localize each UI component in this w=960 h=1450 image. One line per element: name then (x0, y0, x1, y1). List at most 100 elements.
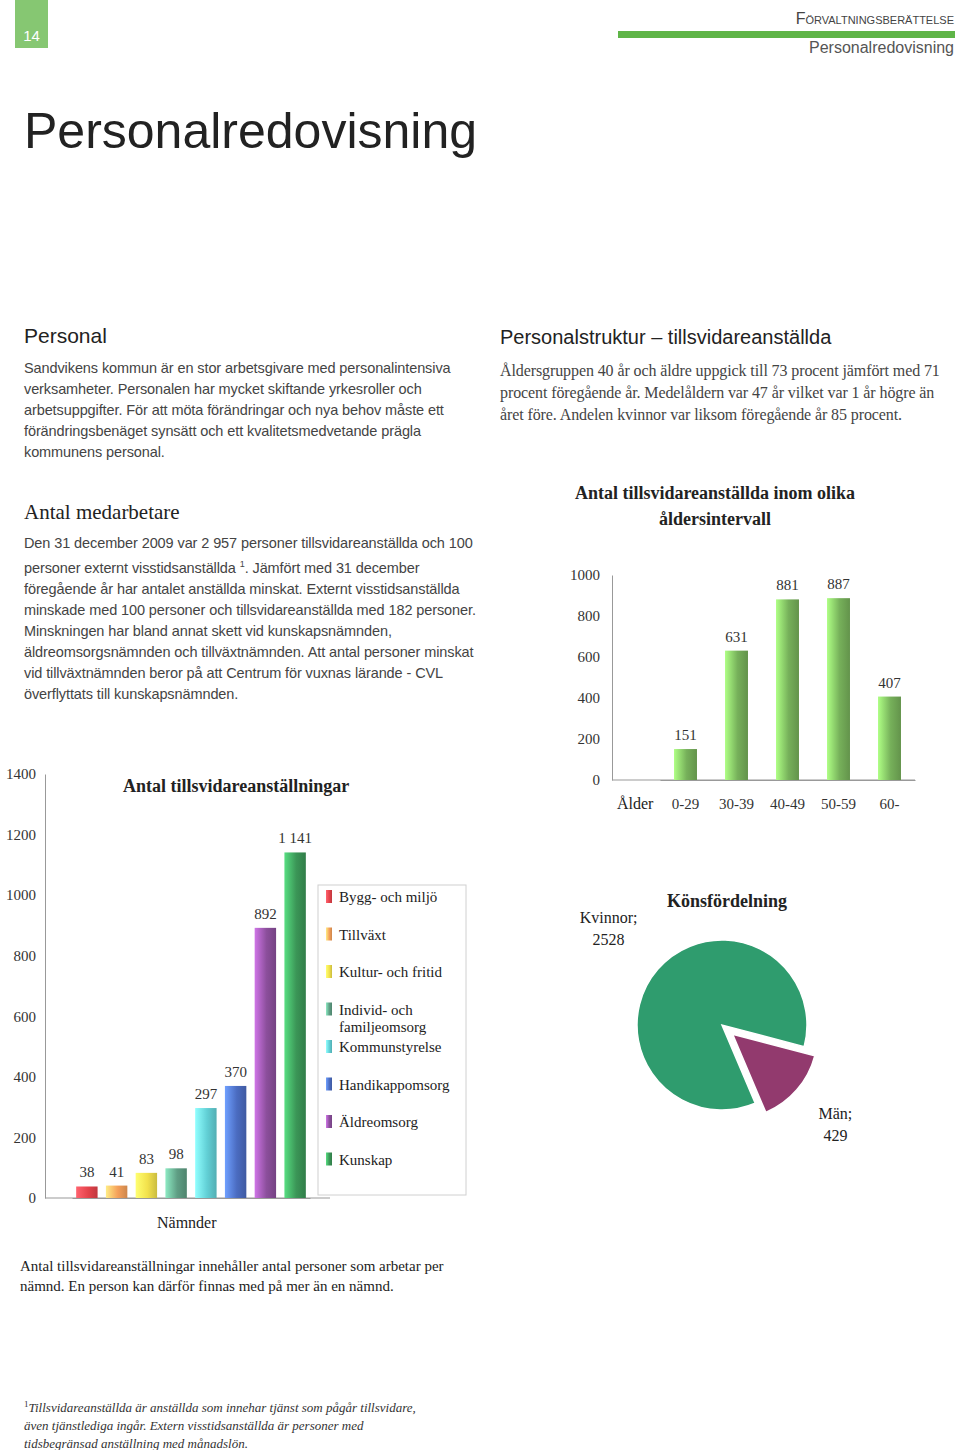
x-axis-label: Nämnder (157, 1214, 217, 1231)
legend-swatch (326, 1115, 332, 1128)
text-line: Antal tillsvidareanställningar (123, 776, 349, 796)
tick-label: 600 (578, 649, 601, 665)
axis-line (612, 576, 613, 781)
chart-title: Könsfördelning (667, 891, 787, 911)
bars (76, 852, 306, 1198)
tick-label: 1200 (6, 827, 36, 843)
text-line: Tillväxt (339, 927, 387, 943)
y-tick: 0 (593, 772, 613, 788)
y-tick: 400 (578, 690, 613, 706)
legend-swatch (326, 890, 332, 903)
bars (674, 598, 901, 780)
bar (776, 599, 799, 780)
data-label: 892 (254, 906, 277, 922)
text-line: Individ- och (339, 1002, 413, 1018)
chart-title: Antal tillsvidareanställningar (123, 776, 349, 796)
tick-label: 0-29 (672, 796, 700, 812)
bar-chart: 0200400600800100012001400384183982973708… (6, 766, 466, 1231)
bar (195, 1108, 216, 1198)
charts: 0200400600800100012001400384183982973708… (0, 0, 960, 1450)
y-tick: 400 (14, 1069, 46, 1085)
chart-note: Antal tillsvidareanställningar innehålle… (20, 1256, 470, 1296)
legend-swatch (326, 1078, 332, 1091)
data-label: 38 (79, 1164, 94, 1180)
text-line: Kunskap (339, 1152, 392, 1168)
tick-label: 60- (880, 796, 900, 812)
legend-label: Handikappomsorg (339, 1077, 450, 1093)
tick-label: 1000 (570, 567, 600, 583)
legend-label: Individ- ochfamiljeomsorg (339, 1002, 427, 1035)
bar (284, 852, 305, 1198)
data-label: 887 (827, 576, 850, 592)
text-line: Handikappomsorg (339, 1077, 450, 1093)
paragraph: Sandvikens kommun är en stor arbetsgivar… (24, 358, 479, 463)
legend-swatch (326, 965, 332, 978)
y-tick: 800 (578, 608, 613, 624)
pie-chart: Kvinnor; 2528 Män; 429 Könsfördelning (580, 891, 853, 1144)
legend-label: Äldreomsorg (339, 1114, 418, 1130)
axis-line (661, 780, 916, 781)
legend-label: Bygg- och miljö (339, 889, 437, 905)
section-label: Förvaltningsberättelse (796, 10, 954, 28)
slice-category: Män; (819, 1105, 853, 1122)
legend-swatch (326, 1040, 332, 1053)
legend-swatch (326, 1153, 332, 1166)
slice-category: Kvinnor; (580, 909, 638, 926)
x-tick: 30-39 (719, 780, 754, 812)
bar (106, 1186, 127, 1198)
paragraph: Den 31 december 2009 var 2 957 personer … (24, 533, 479, 705)
legend-swatch (326, 928, 332, 941)
y-tick: 0 (29, 1190, 46, 1206)
x-tick: 0-29 (672, 780, 700, 812)
data-label: 881 (776, 577, 799, 593)
paragraph-text: . Jämfört med 31 december föregående år … (24, 560, 476, 702)
x-tick: 40-49 (770, 780, 805, 812)
text-line: Kommunstyrelse (339, 1039, 442, 1055)
bar-chart: 0 200 400 600 800 1000 0-29 30-39 40-49 50-59 60- 1… (570, 483, 916, 812)
legend-swatch (326, 1003, 332, 1016)
y-tick: 800 (14, 948, 46, 964)
legend-box (318, 885, 466, 1195)
data-label: 429 (823, 1127, 847, 1144)
y-tick: 1200 (6, 827, 45, 843)
bar (725, 651, 748, 780)
data-label: 151 (674, 727, 697, 743)
data-label: 1 141 (278, 830, 312, 846)
text-line: Äldreomsorg (339, 1114, 418, 1130)
x-axis-label: Ålder (617, 795, 654, 812)
tick-label: 50-59 (821, 796, 856, 812)
tick-label: 800 (578, 608, 601, 624)
tick-label: 0 (29, 1190, 37, 1206)
pie-slice (733, 1034, 815, 1112)
baseline (612, 780, 915, 781)
section-heading: Personal (24, 324, 107, 348)
data-label: 2528 (593, 931, 625, 948)
page: 14 Förvaltningsberättelse Personalredovisn… (0, 0, 960, 1450)
legend-label: Kultur- och fritid (339, 964, 443, 980)
tick-label: 400 (578, 690, 601, 706)
tick-label: 40-49 (770, 796, 805, 812)
section-heading: Personalstruktur – tillsvidareanställda (500, 326, 831, 349)
paragraph-text: Sandvikens kommun är en stor arbetsgivar… (24, 360, 451, 460)
data-label: 370 (224, 1064, 247, 1080)
slices (637, 940, 815, 1112)
legend: Bygg- och miljö Tillväxt Kultur- och friti… (318, 885, 466, 1195)
page-title: Personalredovisning (24, 102, 477, 160)
bar (225, 1086, 246, 1198)
tick-label: 800 (14, 948, 37, 964)
paragraph: Åldersgruppen 40 år och äldre uppgick ti… (500, 360, 955, 426)
bar (165, 1168, 186, 1198)
tick-label: 600 (14, 1009, 37, 1025)
data-label: 631 (725, 629, 748, 645)
text-line: Kultur- och fritid (339, 964, 443, 980)
footnote: 1Tillsvidareanställda är anställda som i… (24, 1395, 424, 1450)
y-tick: 200 (578, 731, 613, 747)
tick-label: 200 (578, 731, 601, 747)
data-label: 83 (139, 1151, 154, 1167)
y-tick: 1400 (6, 766, 45, 782)
axis-line (73, 1198, 311, 1199)
footnote-text: Tillsvidareanställda är anställda som in… (24, 1400, 416, 1450)
page-number: 14 (15, 27, 48, 44)
y-tick: 200 (14, 1130, 46, 1146)
chart-title: Antal tillsvidareanställda inom olikaåld… (575, 483, 855, 529)
